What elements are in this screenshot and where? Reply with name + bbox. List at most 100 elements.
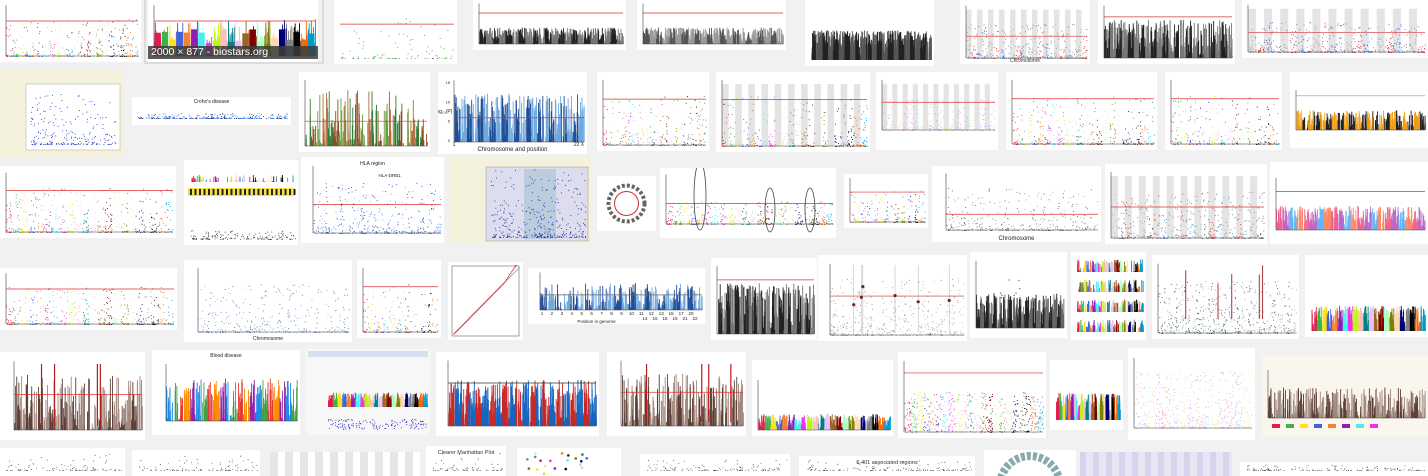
image-result-thumbnail[interactable] bbox=[1006, 72, 1157, 150]
image-result-thumbnail[interactable] bbox=[0, 70, 123, 158]
image-result-thumbnail[interactable] bbox=[637, 0, 786, 50]
image-result-thumbnail[interactable] bbox=[876, 72, 998, 150]
manhattan-plot-preview bbox=[13, 361, 143, 431]
image-result-thumbnail[interactable] bbox=[270, 452, 420, 476]
image-result-thumbnail[interactable] bbox=[1262, 356, 1428, 436]
manhattan-plot-preview bbox=[1275, 178, 1426, 231]
tick-label: 21 bbox=[682, 316, 688, 321]
image-result-thumbnail[interactable] bbox=[0, 268, 177, 330]
manhattan-plot-preview bbox=[306, 349, 430, 435]
image-result-thumbnail[interactable] bbox=[752, 360, 893, 436]
image-result-thumbnail[interactable] bbox=[473, 0, 626, 50]
axis-label: Chromosome and position bbox=[477, 147, 547, 153]
tick-label: 17 bbox=[679, 311, 685, 316]
tick-label: 6 bbox=[590, 311, 593, 316]
image-result-thumbnail[interactable] bbox=[0, 166, 176, 238]
image-result-thumbnail[interactable] bbox=[818, 255, 967, 341]
tick-label: 15 bbox=[446, 80, 451, 85]
manhattan-plot-preview bbox=[1103, 5, 1233, 59]
image-result-thumbnail[interactable] bbox=[184, 160, 298, 245]
manhattan-plot-preview bbox=[903, 360, 1044, 433]
image-result-thumbnail[interactable] bbox=[597, 72, 709, 151]
image-result-thumbnail[interactable] bbox=[448, 262, 523, 340]
image-result-thumbnail[interactable] bbox=[1105, 164, 1267, 244]
image-result-thumbnail[interactable] bbox=[1290, 72, 1428, 148]
tick-label: 12 bbox=[649, 311, 655, 316]
manhattan-plot-preview bbox=[451, 264, 520, 337]
thumb-title: HLA region bbox=[360, 161, 385, 167]
image-result-thumbnail[interactable]: Clearer Manhattan Plot bbox=[426, 446, 506, 476]
image-result-thumbnail[interactable] bbox=[716, 72, 870, 152]
image-result-thumbnail[interactable] bbox=[844, 174, 928, 228]
image-result-thumbnail[interactable] bbox=[805, 0, 934, 66]
image-result-thumbnail[interactable] bbox=[132, 450, 260, 476]
tick-label: 10 bbox=[629, 311, 635, 316]
manhattan-plot-preview bbox=[975, 260, 1065, 329]
image-result-thumbnail[interactable] bbox=[1152, 255, 1299, 339]
tick-label: 11 bbox=[639, 311, 644, 316]
image-result-thumbnail[interactable] bbox=[1098, 0, 1235, 64]
image-result-thumbnail[interactable] bbox=[0, 0, 141, 62]
manhattan-plot-preview bbox=[1110, 172, 1265, 239]
manhattan-plot-preview bbox=[340, 18, 454, 59]
image-result-thumbnail[interactable] bbox=[450, 157, 591, 243]
manhattan-plot-preview bbox=[1011, 79, 1155, 145]
image-result-thumbnail[interactable] bbox=[299, 72, 430, 152]
image-result-thumbnail[interactable]: Blood disease bbox=[152, 350, 300, 435]
tick-label: 1 bbox=[453, 142, 456, 148]
image-result-thumbnail[interactable] bbox=[1050, 360, 1123, 430]
image-result-thumbnail[interactable]: HLA region HLA-DRB1 bbox=[301, 157, 444, 243]
image-result-thumbnail[interactable] bbox=[517, 448, 621, 476]
manhattan-plot-preview bbox=[139, 455, 258, 471]
image-result-thumbnail[interactable]: Chromosome bbox=[932, 166, 1101, 242]
tick-label: 13 bbox=[659, 311, 665, 316]
manhattan-plot-preview bbox=[1157, 263, 1297, 334]
image-result-thumbnail[interactable] bbox=[1128, 348, 1255, 440]
manhattan-plot-preview bbox=[6, 454, 122, 471]
manhattan-plot-preview bbox=[1262, 356, 1428, 436]
image-result-thumbnail[interactable] bbox=[0, 352, 145, 440]
image-result-thumbnail[interactable]: Chromosome bbox=[184, 260, 352, 342]
manhattan-plot-preview bbox=[450, 157, 591, 243]
image-result-thumbnail[interactable]: 1 2 3 4 5 6 7 8 9 10 11 12 13 15 17 20 14 16 18 19 21 22 Posit… bbox=[528, 268, 705, 324]
axis-label: Chromosome bbox=[253, 336, 283, 342]
image-result-thumbnail[interactable]: Crohn's disease bbox=[132, 97, 291, 125]
image-result-thumbnail[interactable] bbox=[306, 349, 430, 435]
image-result-thumbnail[interactable] bbox=[0, 448, 125, 476]
thumb-title: Crohn's disease bbox=[194, 99, 230, 105]
image-result-thumbnail[interactable] bbox=[436, 352, 599, 436]
image-result-thumbnail[interactable] bbox=[660, 168, 836, 238]
image-result-thumbnail[interactable] bbox=[711, 258, 817, 340]
axis-label: Position in genome bbox=[577, 319, 616, 324]
image-result-thumbnail[interactable] bbox=[984, 450, 1076, 476]
image-result-thumbnail[interactable] bbox=[1071, 252, 1146, 340]
image-result-thumbnail[interactable] bbox=[1080, 452, 1232, 476]
image-result-thumbnail[interactable]: 6,401 associated regions bbox=[799, 456, 975, 476]
manhattan-plot-preview bbox=[1170, 79, 1280, 145]
manhattan-plot-preview bbox=[1295, 90, 1426, 131]
image-result-thumbnail[interactable] bbox=[1242, 0, 1428, 58]
image-result-thumbnail[interactable] bbox=[357, 260, 441, 338]
tick-label: 22 bbox=[692, 316, 698, 321]
image-result-thumbnail[interactable] bbox=[640, 454, 790, 476]
image-result-thumbnail[interactable] bbox=[898, 352, 1046, 438]
image-result-thumbnail[interactable] bbox=[607, 352, 746, 436]
image-result-thumbnail[interactable] bbox=[970, 252, 1067, 338]
manhattan-plot-preview bbox=[188, 174, 296, 240]
manhattan-plot-preview: HLA region HLA-DRB1 bbox=[312, 161, 442, 234]
image-result-thumbnail[interactable] bbox=[1270, 162, 1428, 244]
manhattan-plot-preview bbox=[5, 273, 175, 325]
manhattan-plot-preview bbox=[881, 79, 996, 131]
tick-label: 5 bbox=[580, 311, 583, 316]
manhattan-plot-preview: Chromosome and position 1 22 X -log₁₀(P) 0 5 1… bbox=[438, 80, 585, 153]
manhattan-plot-preview: Chromosome bbox=[945, 173, 1098, 242]
image-result-thumbnail[interactable] bbox=[1165, 72, 1282, 150]
image-result-thumbnail[interactable] bbox=[334, 0, 457, 64]
image-result-thumbnail[interactable] bbox=[1240, 462, 1428, 476]
image-result-thumbnail[interactable]: Chromosome and position 1 22 X -log₁₀(P) 0 5 1… bbox=[438, 72, 587, 154]
manhattan-plot-preview: Clearer Manhattan Plot bbox=[432, 450, 503, 471]
image-result-thumbnail[interactable]: Chromosome bbox=[960, 0, 1090, 64]
image-result-thumbnail[interactable] bbox=[1305, 255, 1428, 337]
image-result-thumbnail[interactable] bbox=[597, 176, 656, 231]
